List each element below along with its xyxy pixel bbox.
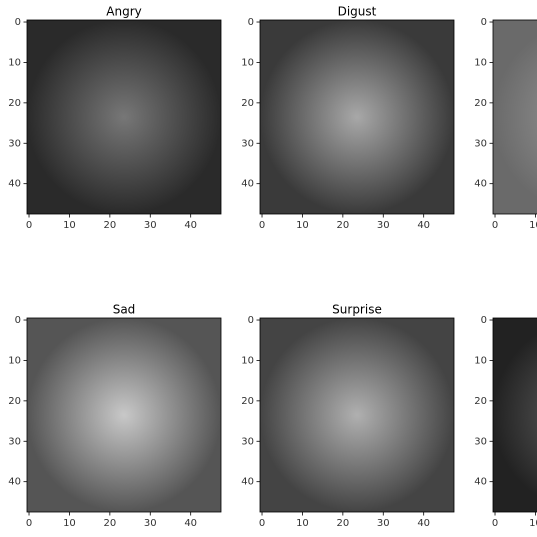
y-tick-label: 10 — [8, 57, 21, 68]
x-tick-label: 0 — [492, 220, 498, 231]
x-tick-label: 10 — [63, 518, 76, 529]
x-tick-label: 0 — [26, 518, 32, 529]
y-tick-label: 0 — [481, 315, 487, 326]
x-tick-label: 10 — [296, 220, 309, 231]
x-tick-label: 10 — [296, 518, 309, 529]
face-image — [260, 318, 454, 512]
y-tick-label: 10 — [241, 57, 254, 68]
y-tick-label: 20 — [474, 98, 487, 109]
y-tick-label: 20 — [8, 396, 21, 407]
x-tick-label: 10 — [63, 220, 76, 231]
y-tick-label: 10 — [474, 355, 487, 366]
y-tick-label: 0 — [248, 315, 254, 326]
panel-title: Sad — [113, 303, 136, 317]
y-tick-label: 20 — [241, 396, 254, 407]
y-tick-label: 0 — [15, 315, 21, 326]
y-tick-label: 20 — [474, 396, 487, 407]
y-tick-label: 0 — [481, 17, 487, 28]
y-tick-label: 0 — [248, 17, 254, 28]
y-tick-label: 40 — [8, 477, 21, 488]
axes-frame — [26, 317, 222, 513]
face-image — [260, 20, 454, 214]
face-image — [27, 20, 221, 214]
y-tick-label: 10 — [8, 355, 21, 366]
x-tick-label: 20 — [336, 518, 349, 529]
x-tick-label: 10 — [529, 220, 537, 231]
face-image — [493, 318, 537, 512]
y-tick-label: 10 — [474, 57, 487, 68]
axes-frame — [492, 317, 537, 513]
x-tick-label: 30 — [377, 518, 390, 529]
x-tick-label: 0 — [492, 518, 498, 529]
x-tick-label: 40 — [184, 518, 197, 529]
x-tick-label: 0 — [259, 220, 265, 231]
y-tick-label: 40 — [474, 477, 487, 488]
y-tick-label: 30 — [474, 138, 487, 149]
x-tick-label: 20 — [336, 220, 349, 231]
x-tick-label: 20 — [103, 220, 116, 231]
y-tick-label: 20 — [8, 98, 21, 109]
x-tick-label: 30 — [377, 220, 390, 231]
axes-frame — [259, 317, 455, 513]
y-tick-label: 20 — [241, 98, 254, 109]
x-tick-label: 0 — [259, 518, 265, 529]
face-image — [27, 318, 221, 512]
x-tick-label: 40 — [417, 220, 430, 231]
axes-frame — [26, 19, 222, 215]
axes-frame — [492, 19, 537, 215]
y-tick-label: 40 — [8, 179, 21, 190]
panel-title: Digust — [338, 5, 377, 19]
y-tick-label: 40 — [241, 477, 254, 488]
y-tick-label: 30 — [241, 436, 254, 447]
y-tick-label: 30 — [8, 138, 21, 149]
panel-title: Surprise — [332, 303, 382, 317]
x-tick-label: 30 — [144, 518, 157, 529]
y-tick-label: 40 — [241, 179, 254, 190]
y-tick-label: 30 — [241, 138, 254, 149]
x-tick-label: 10 — [529, 518, 537, 529]
x-tick-label: 30 — [144, 220, 157, 231]
x-tick-label: 40 — [417, 518, 430, 529]
axes-frame — [259, 19, 455, 215]
panel-title: Angry — [106, 5, 141, 19]
x-tick-label: 40 — [184, 220, 197, 231]
y-tick-label: 30 — [474, 436, 487, 447]
x-tick-label: 20 — [103, 518, 116, 529]
y-tick-label: 40 — [474, 179, 487, 190]
x-tick-label: 0 — [26, 220, 32, 231]
y-tick-label: 30 — [8, 436, 21, 447]
face-image — [493, 20, 537, 214]
y-tick-label: 0 — [15, 17, 21, 28]
y-tick-label: 10 — [241, 355, 254, 366]
